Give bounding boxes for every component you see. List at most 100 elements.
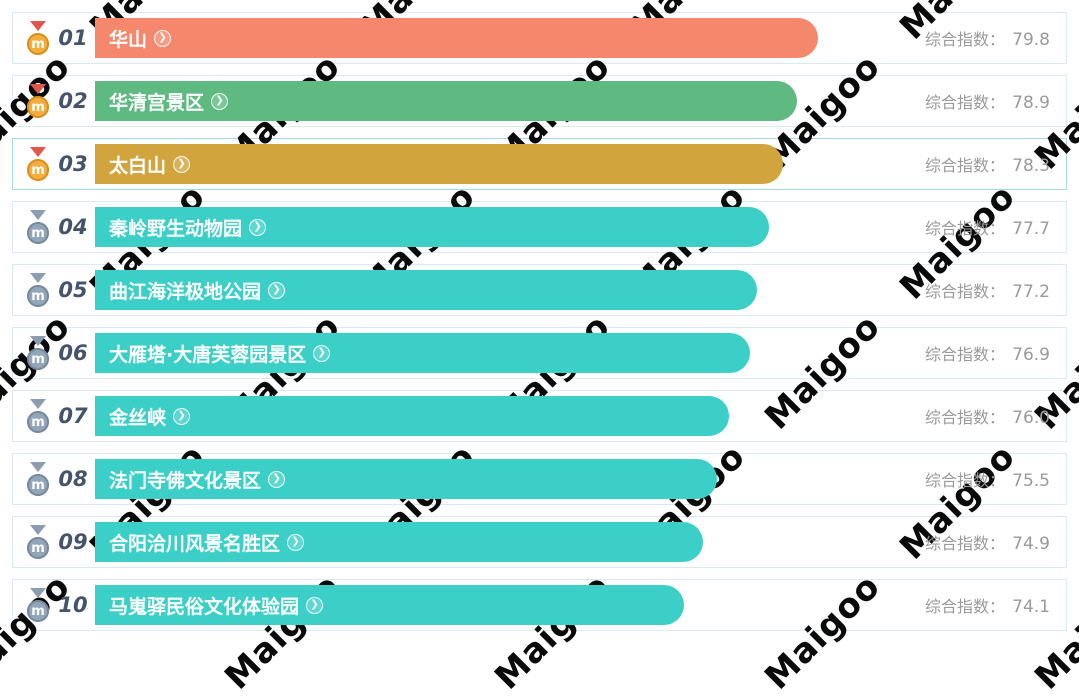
rank-number: 05 bbox=[58, 278, 88, 302]
medal-ribbon-icon bbox=[30, 525, 46, 535]
score-value: 79.8 bbox=[1012, 30, 1050, 50]
medal-icon: m bbox=[25, 399, 51, 433]
arrow-circle-icon[interactable]: ❯ bbox=[173, 407, 191, 425]
score-label: 综合指数： bbox=[925, 93, 1006, 112]
ranking-list: m 01 华山 ❯ 综合指数： 79.8 m 02 华清宫景区 ❯ 综合指数： … bbox=[12, 12, 1067, 631]
rank-number: 01 bbox=[58, 26, 88, 50]
medal-ribbon-icon bbox=[30, 588, 46, 598]
score: 综合指数： 77.7 bbox=[925, 215, 1050, 239]
medal-ribbon-icon bbox=[30, 210, 46, 220]
bar-label[interactable]: 马嵬驿民俗文化体验园 bbox=[109, 595, 300, 618]
score: 综合指数： 76.0 bbox=[925, 404, 1050, 428]
medal-disc-icon: m bbox=[27, 159, 49, 181]
score: 综合指数： 76.9 bbox=[925, 341, 1050, 365]
score-label: 综合指数： bbox=[925, 534, 1006, 553]
medal-icon: m bbox=[25, 21, 51, 55]
score: 综合指数： 75.5 bbox=[925, 467, 1050, 491]
medal-disc-icon: m bbox=[27, 600, 49, 622]
rank-number: 02 bbox=[58, 89, 88, 113]
medal-icon: m bbox=[25, 147, 51, 181]
bar-label[interactable]: 合阳洽川风景名胜区 bbox=[109, 532, 281, 555]
score-bar[interactable]: 曲江海洋极地公园 ❯ bbox=[95, 270, 757, 310]
ranking-row: m 04 秦岭野生动物园 ❯ 综合指数： 77.7 bbox=[12, 201, 1067, 253]
medal-disc-icon: m bbox=[27, 537, 49, 559]
medal-disc-icon: m bbox=[27, 348, 49, 370]
bar-label[interactable]: 大雁塔·大唐芙蓉园景区 bbox=[109, 343, 307, 366]
arrow-circle-icon[interactable]: ❯ bbox=[268, 281, 286, 299]
medal-icon: m bbox=[25, 84, 51, 118]
score: 综合指数： 78.9 bbox=[925, 89, 1050, 113]
bar-label[interactable]: 曲江海洋极地公园 bbox=[109, 280, 262, 303]
rank-number: 03 bbox=[58, 152, 88, 176]
arrow-circle-icon[interactable]: ❯ bbox=[173, 155, 191, 173]
arrow-circle-icon[interactable]: ❯ bbox=[154, 29, 172, 47]
bar-label[interactable]: 法门寺佛文化景区 bbox=[109, 469, 262, 492]
medal-disc-icon: m bbox=[27, 474, 49, 496]
medal-ribbon-icon bbox=[30, 462, 46, 472]
score: 综合指数： 74.1 bbox=[925, 593, 1050, 617]
arrow-circle-icon[interactable]: ❯ bbox=[313, 344, 331, 362]
bar-label[interactable]: 华山 bbox=[109, 28, 148, 51]
rank-number: 09 bbox=[58, 530, 88, 554]
score-label: 综合指数： bbox=[925, 30, 1006, 49]
score-bar[interactable]: 合阳洽川风景名胜区 ❯ bbox=[95, 522, 703, 562]
rank-number: 04 bbox=[58, 215, 88, 239]
score-value: 74.9 bbox=[1012, 534, 1050, 554]
score-label: 综合指数： bbox=[925, 471, 1006, 490]
ranking-row: m 07 金丝峡 ❯ 综合指数： 76.0 bbox=[12, 390, 1067, 442]
medal-icon: m bbox=[25, 525, 51, 559]
score-value: 75.5 bbox=[1012, 471, 1050, 491]
bar-label[interactable]: 太白山 bbox=[109, 154, 167, 177]
medal-icon: m bbox=[25, 462, 51, 496]
medal-icon: m bbox=[25, 210, 51, 244]
arrow-circle-icon[interactable]: ❯ bbox=[306, 596, 324, 614]
score: 综合指数： 79.8 bbox=[925, 26, 1050, 50]
score-bar[interactable]: 华山 ❯ bbox=[95, 18, 818, 58]
ranking-row: m 01 华山 ❯ 综合指数： 79.8 bbox=[12, 12, 1067, 64]
ranking-row: m 02 华清宫景区 ❯ 综合指数： 78.9 bbox=[12, 75, 1067, 127]
medal-ribbon-icon bbox=[30, 21, 46, 31]
score-label: 综合指数： bbox=[925, 597, 1006, 616]
score-bar[interactable]: 太白山 ❯ bbox=[95, 144, 783, 184]
arrow-circle-icon[interactable]: ❯ bbox=[268, 470, 286, 488]
medal-ribbon-icon bbox=[30, 84, 46, 94]
score-bar[interactable]: 华清宫景区 ❯ bbox=[95, 81, 797, 121]
medal-icon: m bbox=[25, 336, 51, 370]
score-label: 综合指数： bbox=[925, 282, 1006, 301]
rank-number: 08 bbox=[58, 467, 88, 491]
rank-number: 06 bbox=[58, 341, 88, 365]
medal-ribbon-icon bbox=[30, 273, 46, 283]
medal-icon: m bbox=[25, 588, 51, 622]
ranking-row: m 10 马嵬驿民俗文化体验园 ❯ 综合指数： 74.1 bbox=[12, 579, 1067, 631]
ranking-row: m 08 法门寺佛文化景区 ❯ 综合指数： 75.5 bbox=[12, 453, 1067, 505]
score-bar[interactable]: 金丝峡 ❯ bbox=[95, 396, 729, 436]
score-label: 综合指数： bbox=[925, 408, 1006, 427]
rank-number: 07 bbox=[58, 404, 88, 428]
arrow-circle-icon[interactable]: ❯ bbox=[211, 92, 229, 110]
score-bar[interactable]: 秦岭野生动物园 ❯ bbox=[95, 207, 769, 247]
arrow-circle-icon[interactable]: ❯ bbox=[287, 533, 305, 551]
medal-disc-icon: m bbox=[27, 222, 49, 244]
ranking-row: m 06 大雁塔·大唐芙蓉园景区 ❯ 综合指数： 76.9 bbox=[12, 327, 1067, 379]
score-bar[interactable]: 马嵬驿民俗文化体验园 ❯ bbox=[95, 585, 684, 625]
score-label: 综合指数： bbox=[925, 345, 1006, 364]
medal-ribbon-icon bbox=[30, 399, 46, 409]
score-bar[interactable]: 大雁塔·大唐芙蓉园景区 ❯ bbox=[95, 333, 750, 373]
medal-ribbon-icon bbox=[30, 336, 46, 346]
score-value: 76.9 bbox=[1012, 345, 1050, 365]
score-label: 综合指数： bbox=[925, 219, 1006, 238]
score-value: 77.2 bbox=[1012, 282, 1050, 302]
medal-disc-icon: m bbox=[27, 96, 49, 118]
score-label: 综合指数： bbox=[925, 156, 1006, 175]
score: 综合指数： 78.3 bbox=[925, 152, 1050, 176]
medal-disc-icon: m bbox=[27, 285, 49, 307]
score-bar[interactable]: 法门寺佛文化景区 ❯ bbox=[95, 459, 717, 499]
ranking-row: m 09 合阳洽川风景名胜区 ❯ 综合指数： 74.9 bbox=[12, 516, 1067, 568]
bar-label[interactable]: 秦岭野生动物园 bbox=[109, 217, 243, 240]
score: 综合指数： 77.2 bbox=[925, 278, 1050, 302]
score-value: 78.3 bbox=[1012, 156, 1050, 176]
bar-label[interactable]: 华清宫景区 bbox=[109, 91, 205, 114]
bar-label[interactable]: 金丝峡 bbox=[109, 406, 167, 429]
score-value: 74.1 bbox=[1012, 597, 1050, 617]
arrow-circle-icon[interactable]: ❯ bbox=[249, 218, 267, 236]
